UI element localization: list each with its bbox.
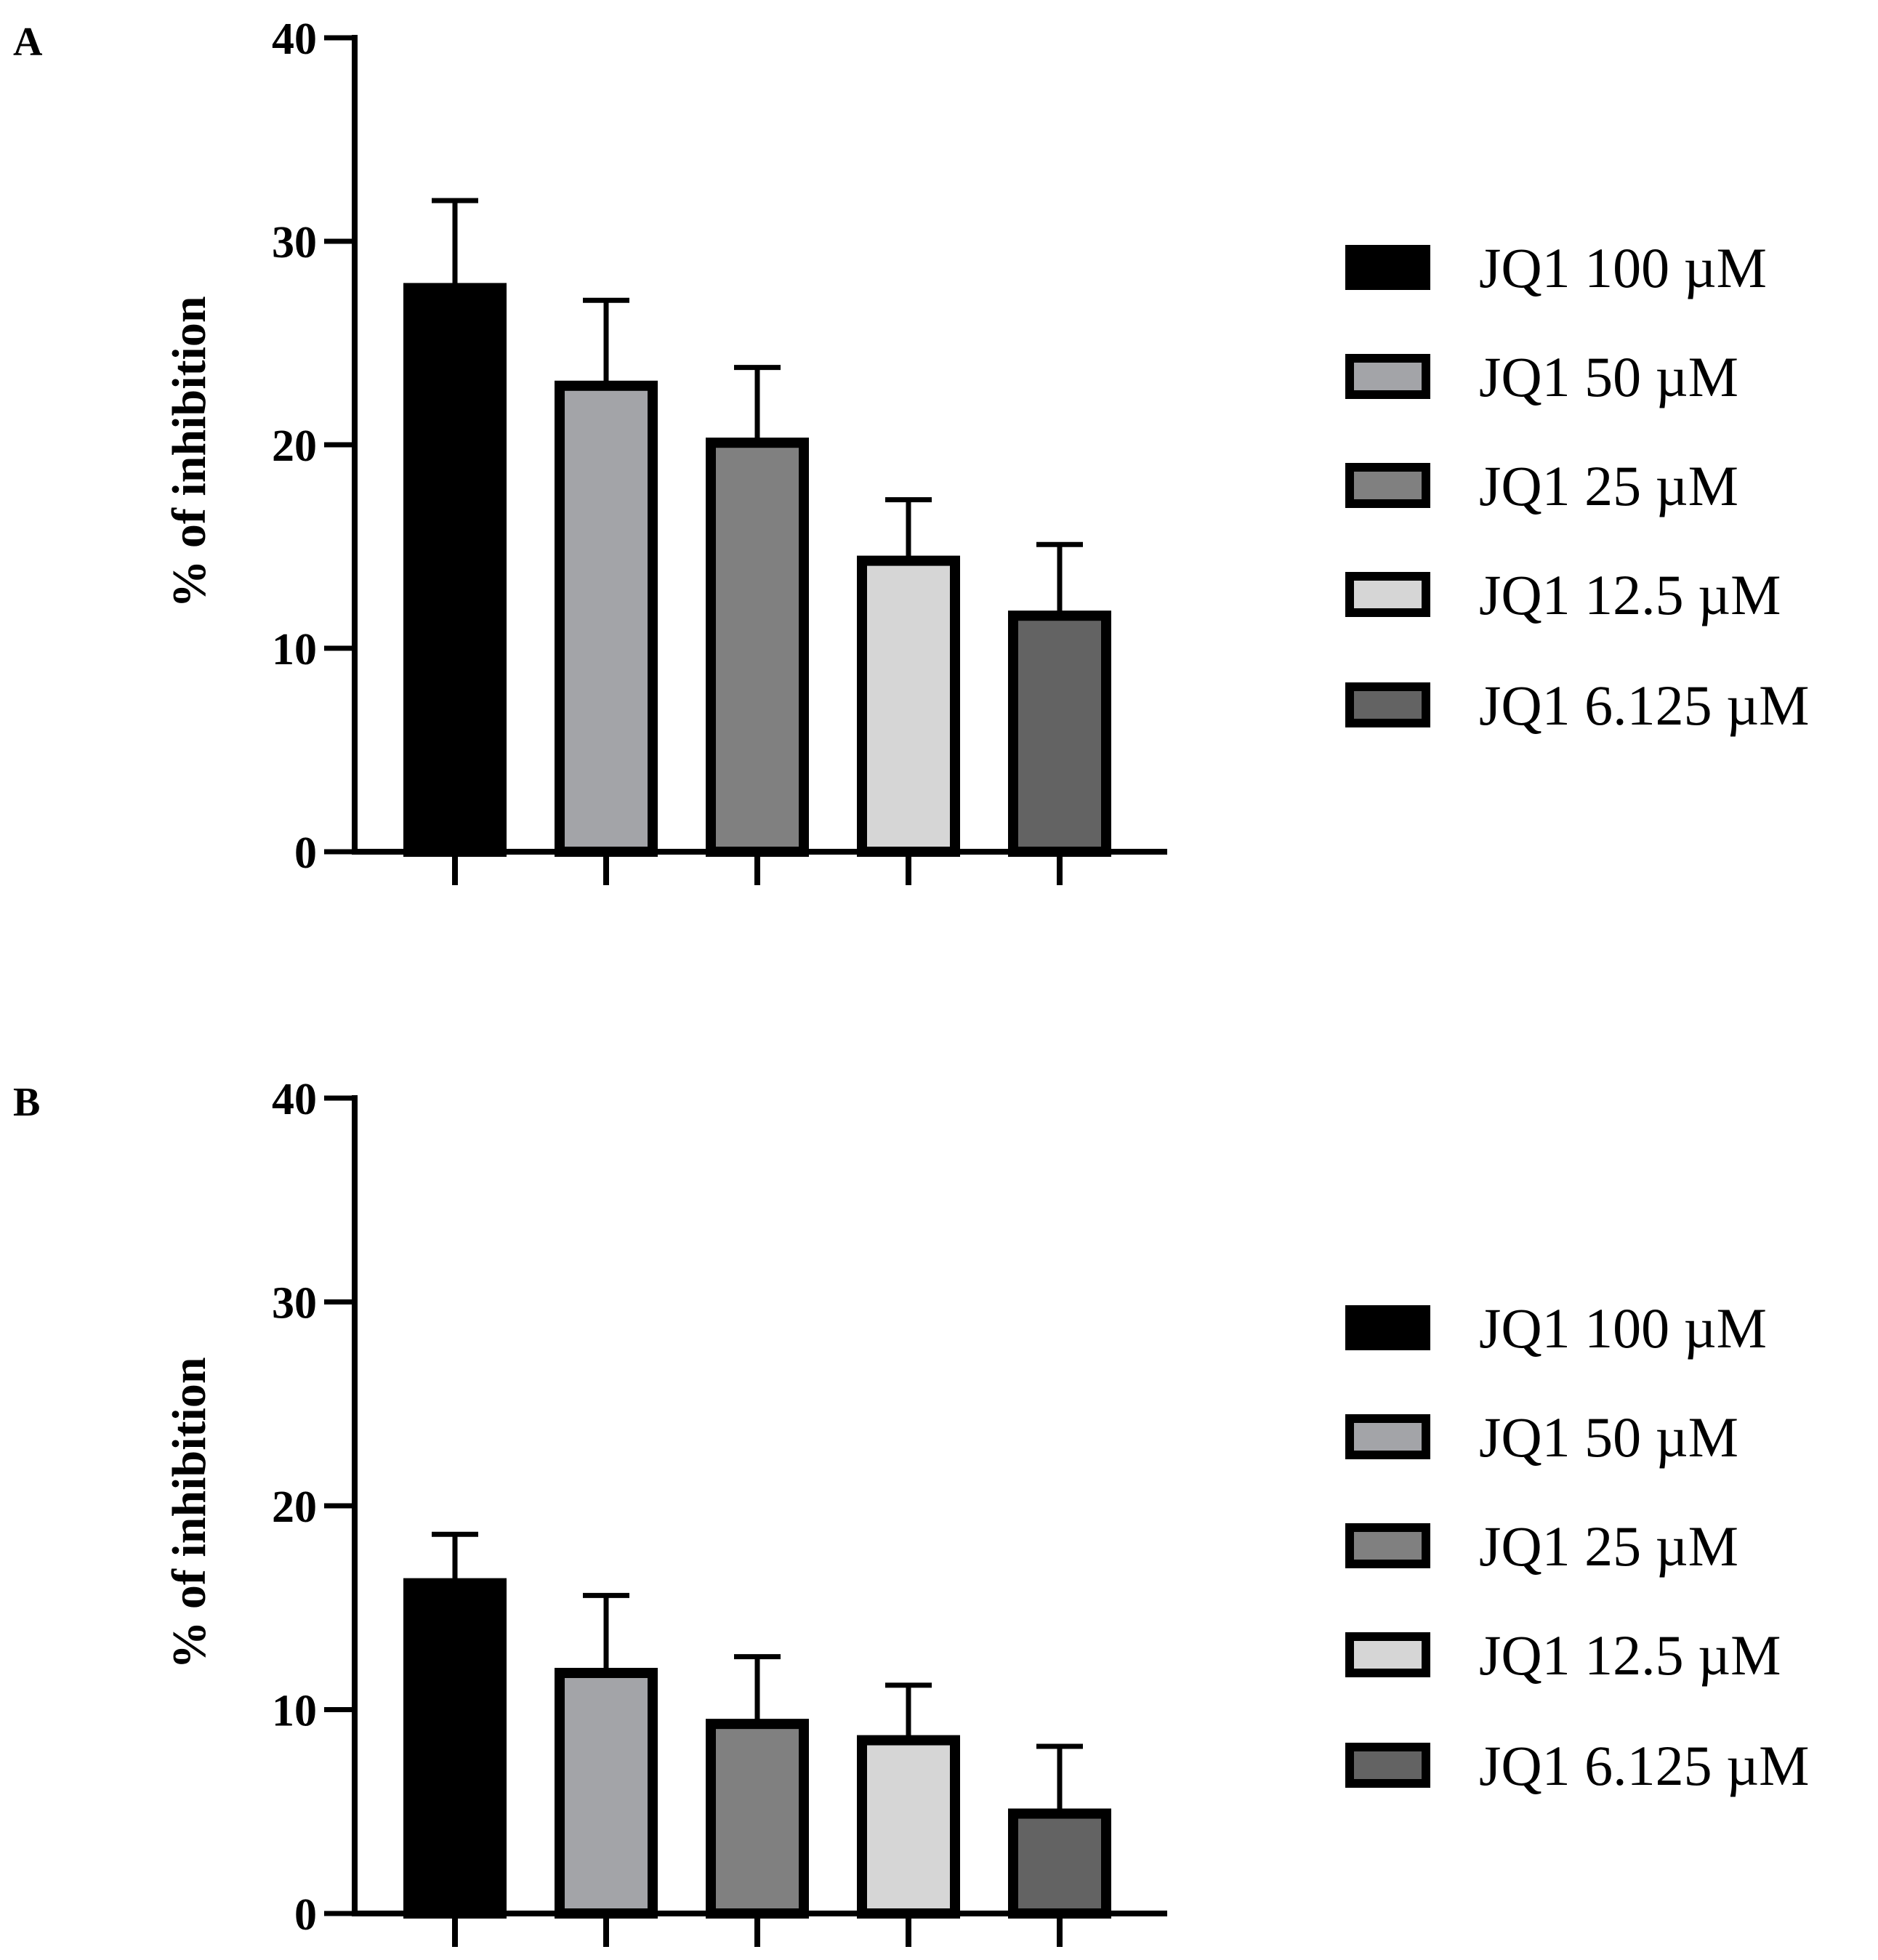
y-tick-label: 40	[272, 1075, 317, 1124]
bar	[555, 1668, 658, 1919]
bar	[555, 380, 658, 857]
legend-swatch	[1345, 463, 1430, 508]
bar	[403, 283, 507, 857]
bar	[403, 1578, 507, 1919]
bar	[1008, 610, 1111, 857]
y-axis-title: % of inhibition	[163, 1357, 216, 1669]
y-tick-label: 20	[272, 422, 317, 471]
panel-label: B	[13, 1080, 40, 1125]
legend-swatch	[1345, 572, 1430, 617]
legend-label: JQ1 100 µM	[1479, 1296, 1767, 1360]
bar	[1008, 1808, 1111, 1919]
legend-label: JQ1 25 µM	[1479, 1515, 1738, 1578]
legend-label: JQ1 100 µM	[1479, 236, 1767, 299]
legend-label: JQ1 6.125 µM	[1479, 674, 1809, 737]
legend: JQ1 100 µM JQ1 50 µM JQ1 25 µM JQ1 12.5 µM J…	[1345, 1296, 1809, 1797]
y-tick-label: 40	[272, 15, 317, 64]
y-tick-label: 10	[272, 625, 317, 674]
legend-label: JQ1 6.125 µM	[1479, 1734, 1809, 1797]
y-tick-label: 30	[272, 1279, 317, 1328]
legend-label: JQ1 50 µM	[1479, 1406, 1738, 1469]
legend: JQ1 100 µM JQ1 50 µM JQ1 25 µM JQ1 12.5 µM J…	[1345, 236, 1809, 737]
legend-swatch	[1345, 1743, 1430, 1788]
legend-swatch	[1345, 1305, 1430, 1350]
legend-label: JQ1 12.5 µM	[1479, 563, 1781, 626]
y-tick-label: 0	[294, 828, 317, 878]
legend-swatch	[1345, 1523, 1430, 1568]
y-tick-label: 30	[272, 218, 317, 267]
y-axis-title: % of inhibition	[163, 296, 216, 608]
bar	[857, 555, 960, 857]
chart-panel-b: B % of inhibition 0 10 20 30 40 JQ1 100 µM JQ1 5…	[13, 1075, 1809, 1947]
bar	[857, 1735, 960, 1919]
y-tick-label: 10	[272, 1687, 317, 1736]
legend-swatch	[1345, 354, 1430, 399]
legend-swatch	[1345, 245, 1430, 290]
y-tick-label: 0	[294, 1890, 317, 1940]
y-tick-label: 20	[272, 1483, 317, 1532]
panel-label: A	[13, 20, 43, 65]
legend-swatch	[1345, 682, 1430, 727]
chart-panel-a: A % of inhibition 0 10 20 30 40 JQ1 100 µM JQ1 5…	[13, 15, 1809, 885]
legend-swatch	[1345, 1632, 1430, 1677]
legend-label: JQ1 25 µM	[1479, 454, 1738, 517]
bar	[706, 437, 809, 857]
bar	[706, 1719, 809, 1919]
legend-swatch	[1345, 1414, 1430, 1459]
legend-label: JQ1 12.5 µM	[1479, 1624, 1781, 1687]
legend-label: JQ1 50 µM	[1479, 345, 1738, 408]
